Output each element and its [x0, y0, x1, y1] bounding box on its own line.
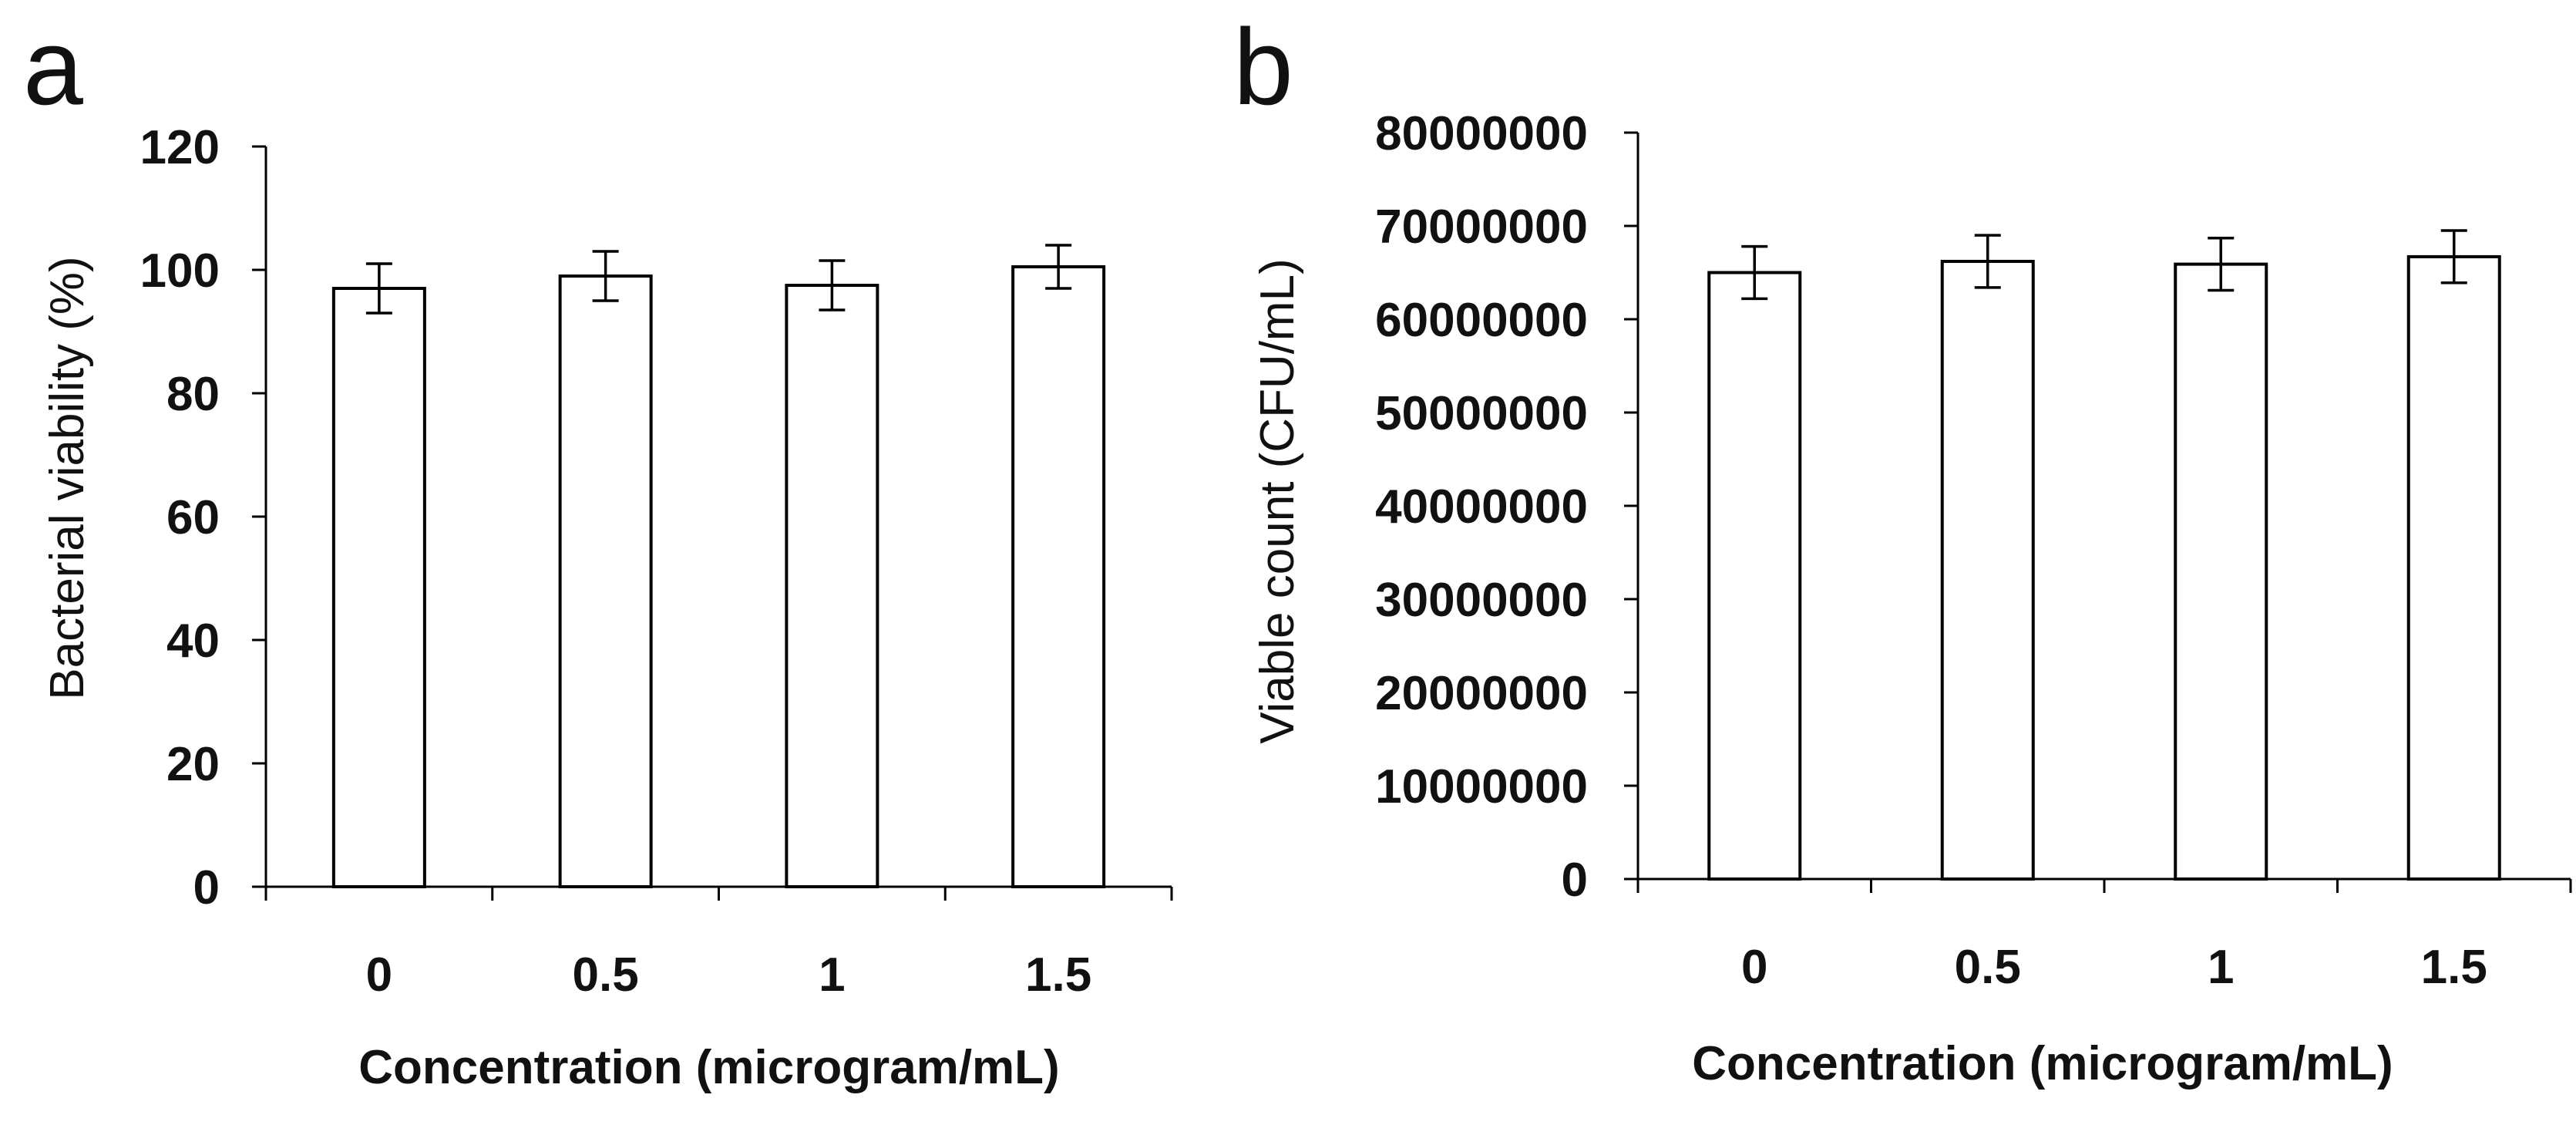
- y-tick-label: 60000000: [1375, 294, 1588, 347]
- y-tick-label: 80: [166, 368, 220, 421]
- bar-group: [331, 265, 1106, 888]
- axes: [252, 145, 1173, 901]
- y-tick-label: 20000000: [1375, 667, 1588, 720]
- bar: [2174, 262, 2268, 881]
- x-axis-title: Concentration (microgram/mL): [1692, 1037, 2393, 1090]
- bar-group: [1707, 254, 2501, 881]
- x-tick-labels: 0 0.5 1 1.5: [366, 948, 1092, 1002]
- x-tick-label: 0.5: [573, 948, 639, 1002]
- x-tick-label: 1.5: [1025, 948, 1091, 1002]
- axes: [1624, 131, 2572, 893]
- x-axis-title: Concentration (microgram/mL): [358, 1041, 1059, 1094]
- bar: [558, 275, 653, 888]
- panel-label: b: [1233, 6, 1293, 127]
- panel-label: a: [23, 6, 83, 127]
- y-tick-label: 40000000: [1375, 480, 1588, 534]
- x-tick-label: 1.5: [2421, 941, 2487, 994]
- x-tick-label: 0: [1741, 941, 1767, 994]
- bar: [1707, 271, 1802, 881]
- y-tick-label: 0: [1562, 854, 1588, 907]
- y-tick-label: 70000000: [1375, 200, 1588, 254]
- x-tick-label: 1: [2208, 941, 2234, 994]
- y-tick-label: 40: [166, 615, 220, 668]
- error-bar-group: [1741, 229, 2467, 301]
- bar: [1011, 265, 1106, 888]
- y-tick-label: 60: [166, 491, 220, 544]
- y-tick-labels: 0 10000000 20000000 30000000 40000000 5000000…: [1375, 107, 1588, 907]
- y-tick-label: 0: [193, 861, 220, 914]
- y-axis-title: Bacterial viability (%): [41, 256, 94, 699]
- chart-panel-b: b 0 10000000 20000000 30000000 40000000 50000…: [1233, 6, 2572, 1090]
- bar: [2406, 254, 2501, 881]
- y-tick-label: 50000000: [1375, 387, 1588, 440]
- x-tick-label: 0.5: [1955, 941, 2021, 994]
- y-tick-label: 20: [166, 738, 220, 791]
- bar: [785, 284, 879, 888]
- x-tick-labels: 0 0.5 1 1.5: [1741, 941, 2487, 994]
- y-axis-title: Viable count (CFU/mL): [1251, 258, 1304, 743]
- y-tick-label: 30000000: [1375, 574, 1588, 627]
- y-tick-label: 80000000: [1375, 107, 1588, 160]
- y-tick-label: 120: [140, 121, 220, 174]
- y-tick-label: 100: [140, 244, 220, 298]
- error-bar-group: [365, 244, 1072, 315]
- bar: [331, 287, 426, 888]
- x-tick-label: 1: [819, 948, 845, 1002]
- bar: [1940, 259, 2035, 881]
- y-tick-labels: 0 20 40 60 80 100 120: [140, 121, 220, 914]
- y-tick-label: 10000000: [1375, 760, 1588, 813]
- chart-panel-a: a 0 20 40 60 80 100 120 0 0.5 1 1.5 Concentration…: [23, 6, 1173, 1094]
- x-tick-label: 0: [366, 948, 392, 1002]
